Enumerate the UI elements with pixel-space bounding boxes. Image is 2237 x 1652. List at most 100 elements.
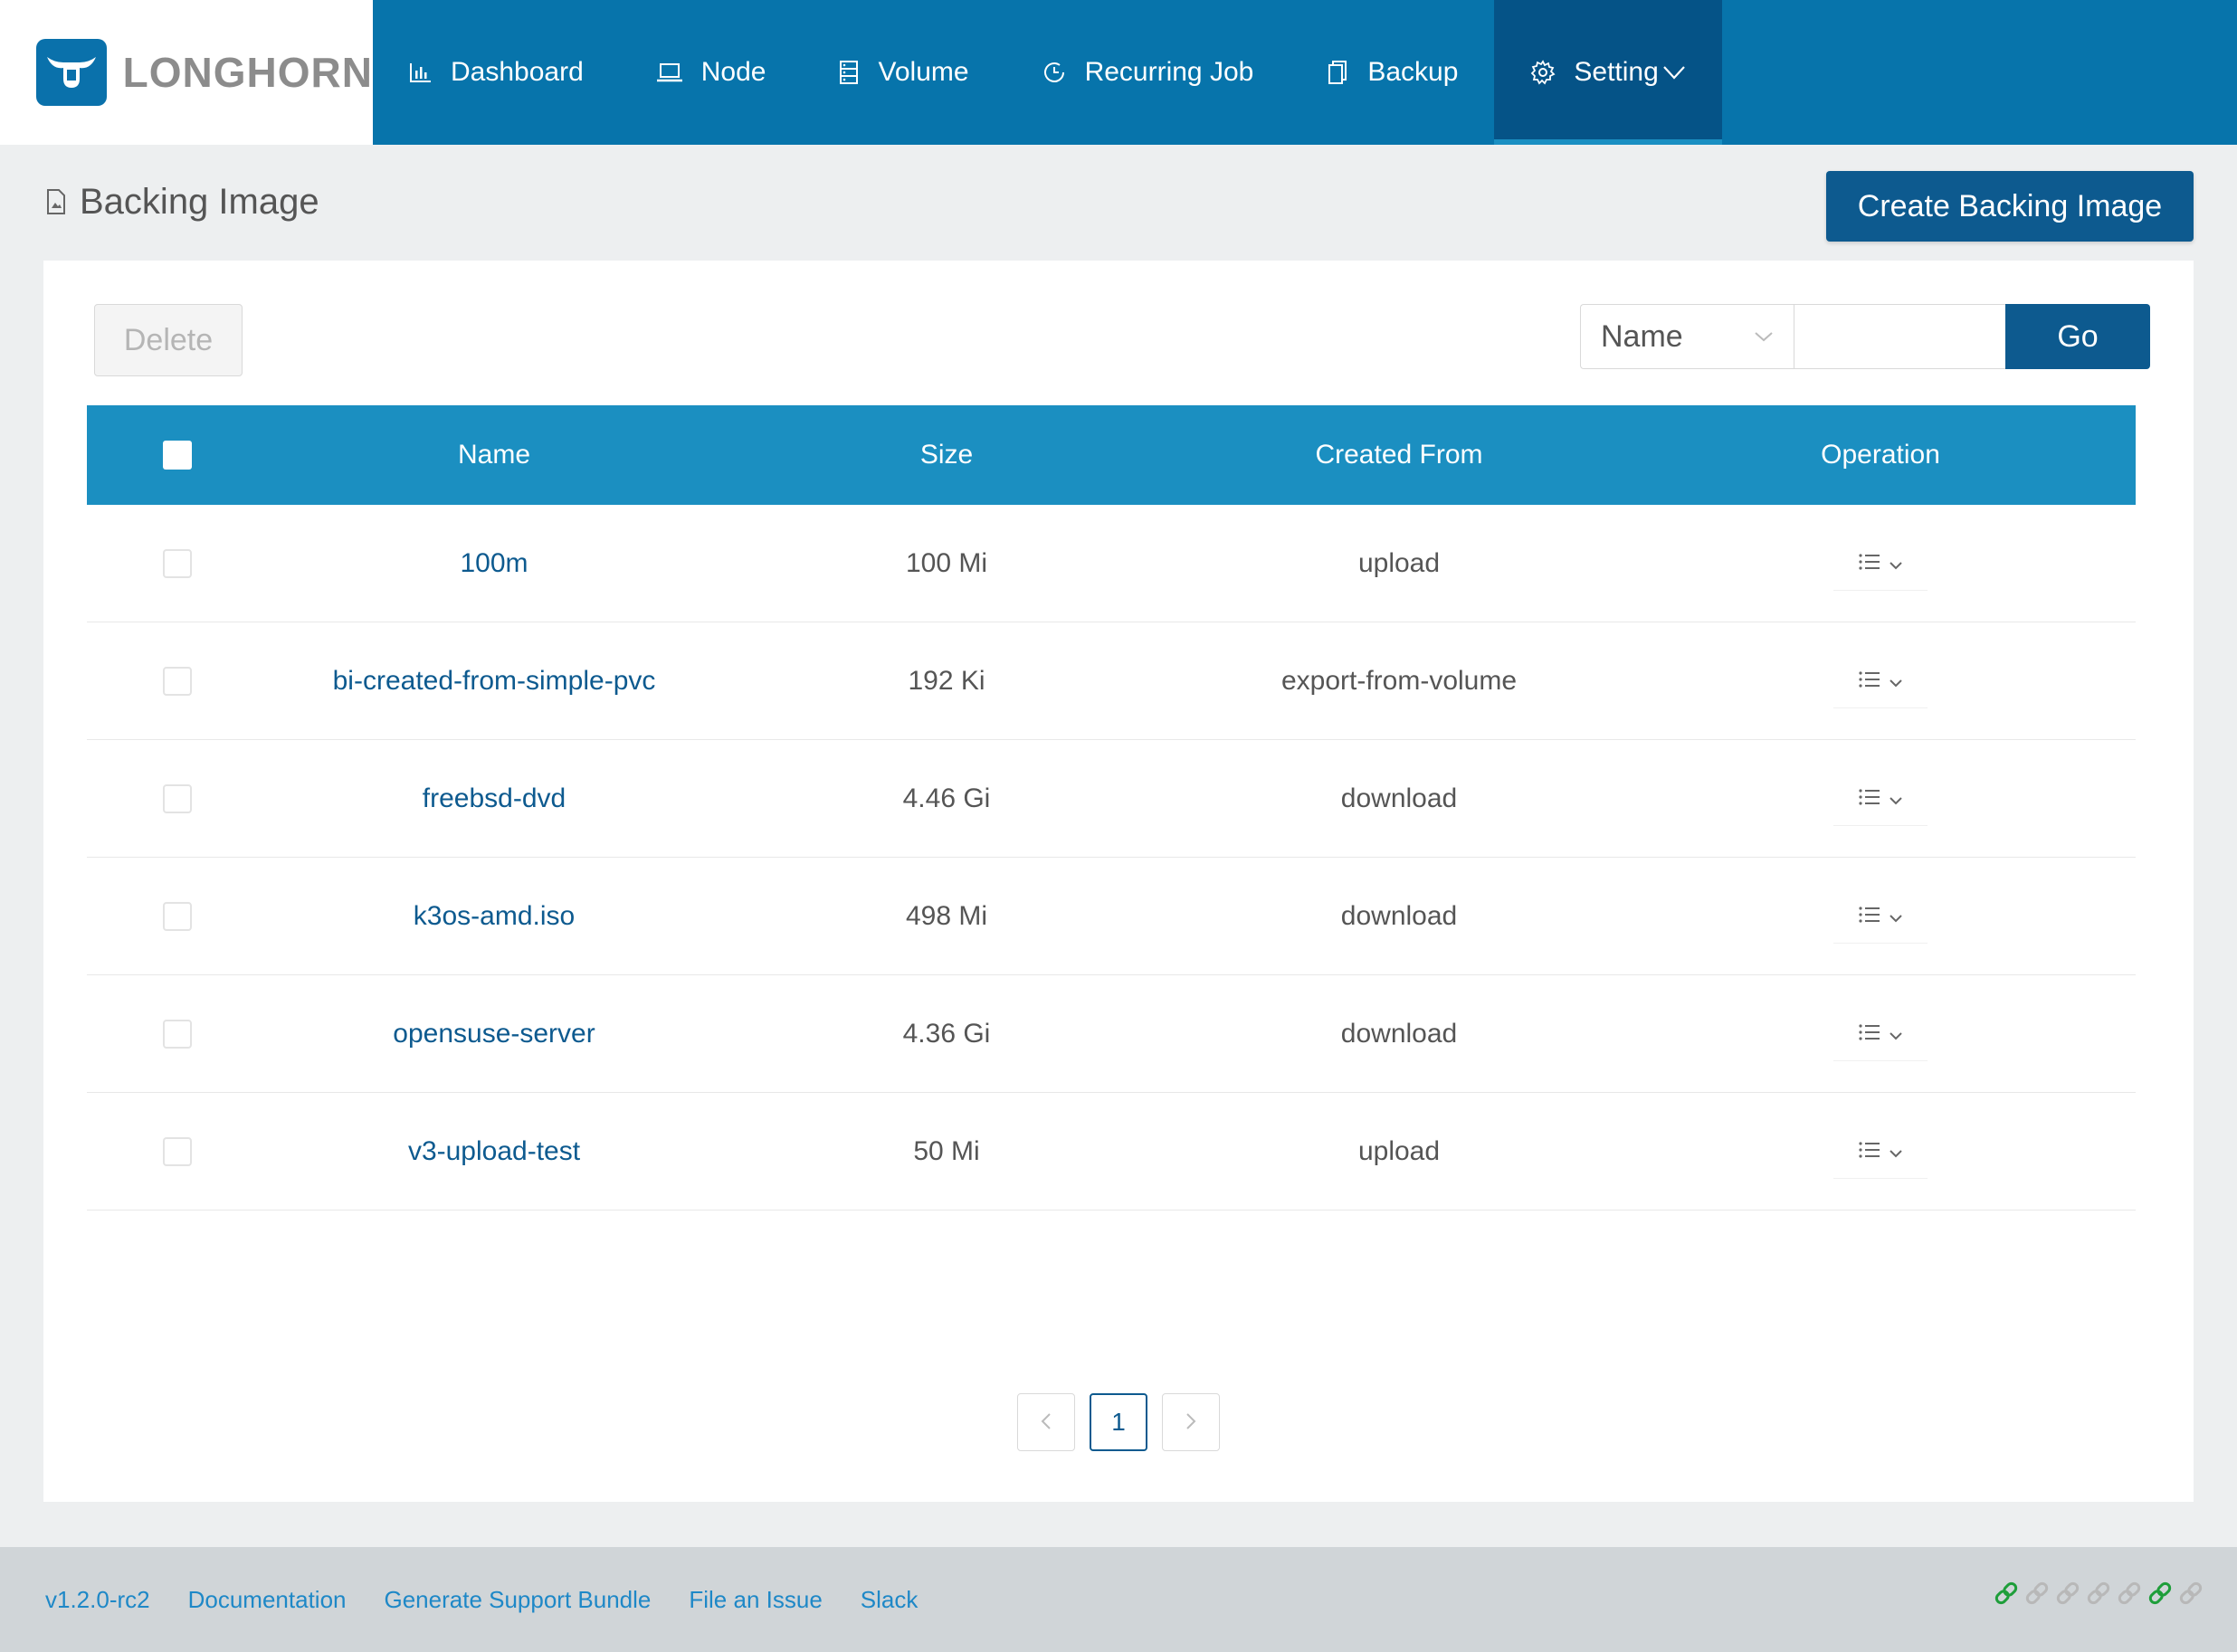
next-page-button[interactable] [1162, 1393, 1220, 1451]
page-title-text: Backing Image [80, 181, 319, 222]
list-icon [1858, 783, 1881, 813]
longhorn-logo-icon [36, 39, 107, 106]
image-created-from: upload [1357, 547, 1441, 578]
create-backing-image-button[interactable]: Create Backing Image [1826, 171, 2194, 242]
table-row: opensuse-server 4.36 Gi download [87, 975, 2136, 1093]
nav-item-setting[interactable]: Setting [1494, 0, 1722, 145]
operation-menu-button[interactable] [1833, 889, 1928, 944]
chevron-right-icon [1185, 1408, 1197, 1437]
slack-link[interactable]: Slack [860, 1585, 919, 1613]
image-name-link[interactable]: k3os-amd.iso [413, 900, 576, 931]
select-all-checkbox[interactable] [163, 441, 192, 470]
header-created-from[interactable]: Created From [1315, 440, 1483, 470]
link-icon [2177, 1580, 2204, 1611]
list-icon [1858, 1018, 1881, 1049]
database-icon [838, 60, 860, 85]
link-icon [2116, 1580, 2143, 1611]
nav-label-volume: Volume [878, 57, 969, 87]
top-header: LONGHORN Dashboard Node Volume Recurring… [0, 0, 2237, 145]
chevron-down-icon [1889, 665, 1903, 696]
table-row: freebsd-dvd 4.46 Gi download [87, 740, 2136, 858]
operation-menu-button[interactable] [1833, 536, 1928, 591]
image-created-from: download [1340, 1018, 1458, 1049]
prev-page-button[interactable] [1017, 1393, 1075, 1451]
chevron-left-icon [1040, 1408, 1052, 1437]
file-image-icon [45, 188, 67, 215]
link-icon [1993, 1580, 2020, 1611]
page-button-current[interactable]: 1 [1090, 1393, 1147, 1451]
link-icon [2054, 1580, 2081, 1611]
chevron-down-icon [1889, 547, 1903, 578]
link-icon [2147, 1580, 2174, 1611]
version-link[interactable]: v1.2.0-rc2 [45, 1585, 150, 1613]
list-icon [1858, 900, 1881, 931]
row-checkbox[interactable] [163, 548, 192, 578]
image-created-from: download [1340, 783, 1458, 813]
search-field-value: Name [1601, 318, 1683, 354]
row-checkbox[interactable] [163, 666, 192, 696]
copy-icon [1326, 60, 1349, 85]
footer: v1.2.0-rc2 Documentation Generate Suppor… [0, 1547, 2237, 1652]
generate-support-bundle-link[interactable]: Generate Support Bundle [384, 1585, 652, 1613]
header-name[interactable]: Name [457, 440, 531, 470]
nav-label-node: Node [700, 57, 766, 87]
file-an-issue-link[interactable]: File an Issue [689, 1585, 823, 1613]
table-header: Name Size Created From Operation [87, 405, 2136, 505]
image-name-link[interactable]: v3-upload-test [407, 1135, 581, 1166]
table-row: 100m 100 Mi upload [87, 505, 2136, 622]
image-size: 4.36 Gi [902, 1018, 991, 1049]
row-checkbox[interactable] [163, 783, 192, 813]
list-icon [1858, 547, 1881, 578]
nav-label-dashboard: Dashboard [451, 57, 584, 87]
row-checkbox[interactable] [163, 1136, 192, 1166]
image-name-link[interactable]: freebsd-dvd [422, 783, 566, 813]
image-created-from: export-from-volume [1280, 665, 1518, 696]
chevron-down-icon [1889, 1018, 1903, 1049]
chevron-down-icon [1889, 900, 1903, 931]
image-size: 192 Ki [908, 665, 985, 696]
image-size: 50 Mi [913, 1135, 980, 1166]
chevron-down-icon [1889, 783, 1903, 813]
table-row: k3os-amd.iso 498 Mi download [87, 858, 2136, 975]
clock-icon [1042, 60, 1067, 85]
delete-button[interactable]: Delete [94, 304, 243, 376]
header-operation: Operation [1821, 440, 1940, 470]
backing-image-table: Name Size Created From Operation 100m 10… [87, 405, 2136, 1211]
laptop-icon [656, 62, 683, 83]
list-icon [1858, 665, 1881, 696]
bar-chart-icon [409, 62, 433, 83]
image-size: 498 Mi [905, 900, 988, 931]
nav-item-recurring-job[interactable]: Recurring Job [1005, 0, 1290, 145]
nav-item-backup[interactable]: Backup [1290, 0, 1494, 145]
image-name-link[interactable]: 100m [460, 547, 528, 578]
nav-item-node[interactable]: Node [620, 0, 803, 145]
operation-menu-button[interactable] [1833, 1007, 1928, 1061]
image-created-from: download [1340, 900, 1458, 931]
logo[interactable]: LONGHORN [0, 0, 373, 145]
chevron-down-icon [1662, 63, 1686, 81]
row-checkbox[interactable] [163, 901, 192, 931]
operation-menu-button[interactable] [1833, 1125, 1928, 1179]
nav-label-recurring-job: Recurring Job [1084, 57, 1254, 87]
go-button[interactable]: Go [2005, 304, 2150, 369]
brand-name: LONGHORN [122, 49, 373, 96]
nav-item-volume[interactable]: Volume [802, 0, 1004, 145]
row-checkbox[interactable] [163, 1019, 192, 1049]
table-row: bi-created-from-simple-pvc 192 Ki export… [87, 622, 2136, 740]
page-title: Backing Image [45, 177, 319, 226]
documentation-link[interactable]: Documentation [187, 1585, 347, 1613]
search-field-select[interactable]: Name [1580, 304, 1794, 369]
image-name-link[interactable]: bi-created-from-simple-pvc [332, 665, 656, 696]
gear-icon [1530, 60, 1556, 85]
search-bar: Name Go [1580, 304, 2150, 369]
operation-menu-button[interactable] [1833, 772, 1928, 826]
connection-status [1993, 1580, 2204, 1611]
image-name-link[interactable]: opensuse-server [393, 1018, 595, 1049]
image-size: 100 Mi [905, 547, 988, 578]
nav-item-dashboard[interactable]: Dashboard [373, 0, 620, 145]
header-size[interactable]: Size [919, 440, 974, 470]
operation-menu-button[interactable] [1833, 654, 1928, 708]
pagination: 1 [1017, 1393, 1220, 1451]
chevron-down-icon [1889, 1135, 1903, 1166]
search-input[interactable] [1794, 304, 2005, 369]
